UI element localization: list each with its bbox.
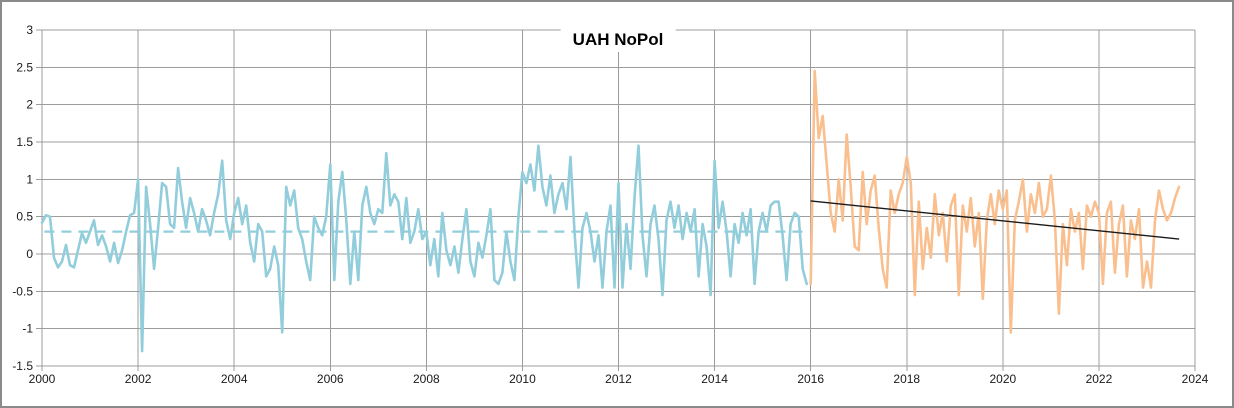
gridlines [36, 29, 1196, 371]
x-axis-tick-label: 2008 [413, 372, 440, 386]
y-axis-tick-label: 3 [26, 23, 33, 37]
x-axis-tick-label: 2022 [1086, 372, 1113, 386]
y-axis-tick-label: 2 [26, 98, 33, 112]
uah-nopol-monthly-2016-2023-line [809, 69, 1181, 334]
x-axis-tick-label: 2006 [317, 372, 344, 386]
x-axis-tick-label: 2000 [29, 372, 56, 386]
y-axis-tick-label: 0 [26, 247, 33, 261]
x-axis-tick-label: 2014 [701, 372, 728, 386]
x-axis-tick-label: 2002 [125, 372, 152, 386]
y-axis-tick-label: -1.5 [12, 359, 33, 373]
y-axis-tick-label: 2.5 [16, 60, 33, 74]
y-axis-tick-label: 1 [26, 172, 33, 186]
x-axis-tick-label: 2016 [797, 372, 824, 386]
x-axis-tick-label: 2020 [989, 372, 1016, 386]
chart-title: UAH NoPol [560, 28, 676, 52]
trend-line-2016-2023 [810, 200, 1180, 240]
x-axis-tick-label: 2012 [605, 372, 632, 386]
x-axis-tick-label: 2004 [221, 372, 248, 386]
uah-nopol-monthly-2000-2015-line [40, 144, 808, 353]
y-axis-tick-label: 0.5 [16, 210, 33, 224]
y-axis-tick-label: 1.5 [16, 135, 33, 149]
x-axis-tick-label: 2018 [893, 372, 920, 386]
y-axis-tick-label: -1 [22, 322, 33, 336]
x-axis-tick-label: 2024 [1182, 372, 1209, 386]
x-axis-tick-label: 2010 [509, 372, 536, 386]
y-axis-tick-label: -0.5 [12, 284, 33, 298]
